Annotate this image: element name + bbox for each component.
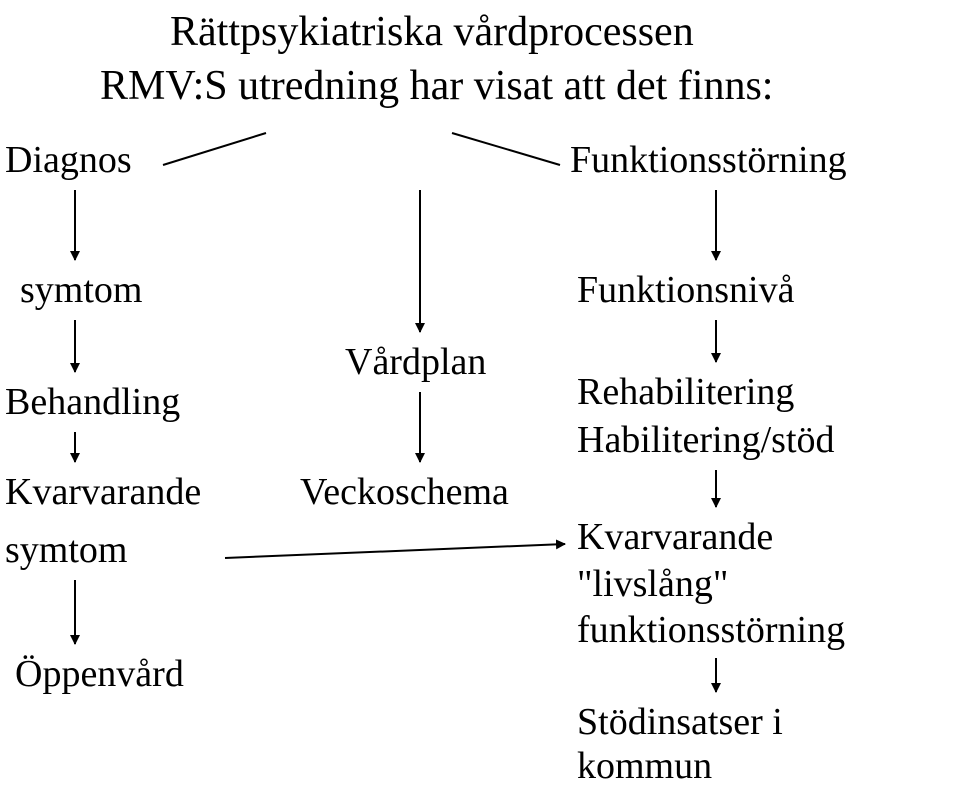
- node-symtom-1: symtom: [20, 268, 142, 312]
- diagram-stage: Rättpsykiatriska vårdprocessen RMV:S utr…: [0, 0, 960, 786]
- node-kommun: kommun: [577, 744, 712, 788]
- node-funktionsstorning: Funktionsstörning: [570, 138, 847, 182]
- node-symtom-2: symtom: [5, 528, 127, 572]
- node-habilitering: Habilitering/stöd: [577, 418, 835, 462]
- title-line-1: Rättpsykiatriska vårdprocessen: [170, 8, 694, 56]
- node-oppenvard: Öppenvård: [15, 652, 184, 696]
- node-veckoschema: Veckoschema: [300, 470, 509, 514]
- node-kvarvarande: Kvarvarande: [5, 470, 201, 514]
- node-diagnos: Diagnos: [5, 138, 132, 182]
- edge: [452, 133, 560, 165]
- node-vardplan: Vårdplan: [345, 340, 486, 384]
- node-funktionsstorning-2: funktionsstörning: [577, 608, 845, 652]
- node-livslang: "livslång": [577, 562, 728, 606]
- node-funktionsniva: Funktionsnivå: [577, 268, 794, 312]
- node-kvarvarande-2: Kvarvarande: [577, 515, 773, 559]
- title-line-2: RMV:S utredning har visat att det finns:: [100, 62, 773, 110]
- edge: [225, 544, 565, 558]
- node-behandling: Behandling: [5, 380, 180, 424]
- node-rehabilitering: Rehabilitering: [577, 370, 794, 414]
- edge: [163, 133, 266, 165]
- node-stodinsatser: Stödinsatser i: [577, 700, 783, 744]
